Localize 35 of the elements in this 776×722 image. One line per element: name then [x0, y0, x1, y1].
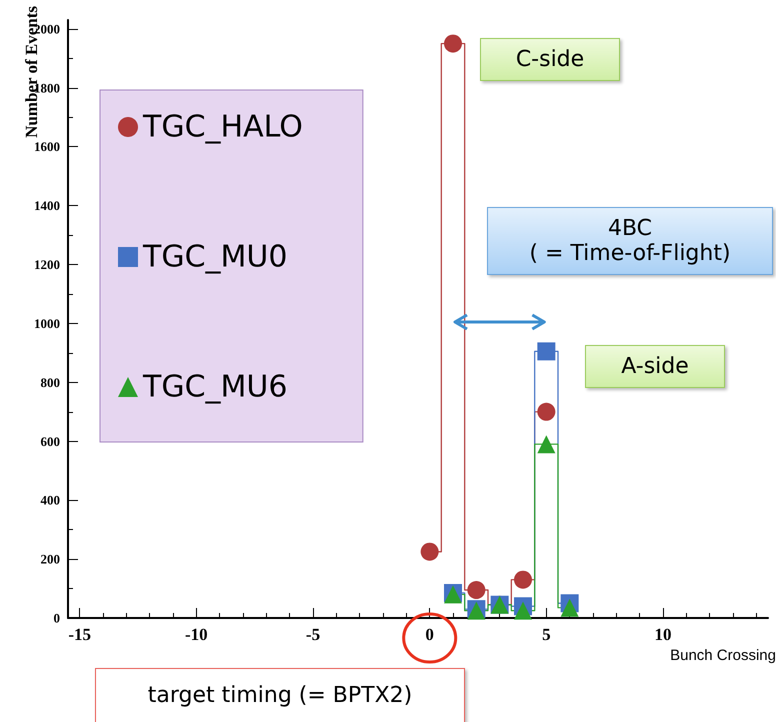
callout-box: target timing (= BPTX2) [95, 668, 465, 722]
callout-box: C-side [480, 38, 620, 81]
x-tick-label: -15 [68, 625, 92, 644]
x-tick-label: -5 [306, 625, 320, 644]
annotation: C-side [516, 47, 584, 72]
callout-box: 4BC ( = Time-of-Flight) [487, 207, 773, 275]
y-tick-label: 1200 [34, 257, 60, 272]
x-axis-title: Bunch Crossing [670, 647, 776, 664]
y-tick-label: 800 [40, 374, 60, 390]
annotation: A-side [621, 354, 689, 379]
point [420, 542, 439, 561]
y-tick-label: 200 [40, 552, 60, 567]
callout-box: A-side [585, 345, 725, 388]
y-tick-label: 1600 [34, 139, 60, 154]
point [444, 34, 462, 53]
legend-label: TGC_MU6 [142, 370, 288, 404]
x-tick-label: 0 [425, 625, 434, 644]
point [560, 598, 579, 617]
legend-label: TGC_HALO [142, 110, 303, 144]
legend-label: TGC_MU0 [142, 240, 288, 274]
y-tick-label: 1400 [34, 198, 60, 214]
point [514, 602, 532, 620]
point [537, 342, 556, 360]
point [514, 570, 532, 589]
y-tick-label: 400 [40, 492, 60, 508]
x-tick-label: 10 [654, 625, 672, 644]
y-tick-label: 1000 [34, 316, 60, 331]
annotation: 4BC ( = Time-of-Flight) [529, 216, 731, 266]
x-tick-label: 5 [542, 625, 551, 644]
y-tick-label: 0 [54, 610, 60, 626]
point [537, 435, 556, 454]
x-tick-label: -10 [184, 625, 208, 644]
point [467, 581, 486, 600]
point [537, 402, 556, 421]
y-tick-label: 600 [40, 434, 60, 449]
